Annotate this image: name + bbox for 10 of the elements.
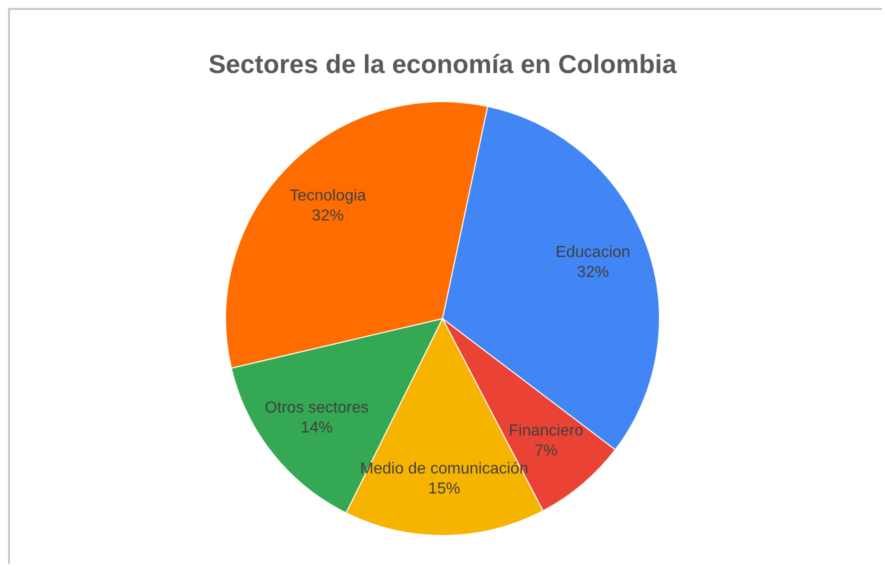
data-label: 7% [534, 442, 558, 460]
data-label: 15% [428, 480, 460, 498]
data-label: 14% [300, 420, 333, 437]
slice-label: Otros sectores [264, 400, 369, 417]
slice-label: Financiero [508, 422, 584, 440]
slice-label: Tecnologia [290, 188, 366, 205]
data-label: 32% [312, 208, 344, 225]
slice-label: Educacion [556, 244, 630, 262]
chart-title: Sectores de la economía en Colombia [208, 48, 678, 79]
data-label: 32% [576, 264, 609, 282]
